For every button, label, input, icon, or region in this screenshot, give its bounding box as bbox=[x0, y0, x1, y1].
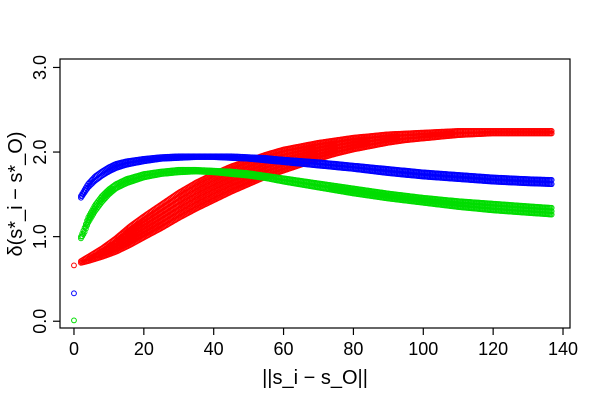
data-point bbox=[548, 177, 555, 183]
x-tick-label: 100 bbox=[408, 339, 438, 359]
x-tick-label: 0 bbox=[69, 339, 79, 359]
data-point bbox=[548, 204, 555, 211]
x-axis-label: ||s_i − s_O|| bbox=[262, 367, 368, 389]
y-tick-label: 1.0 bbox=[30, 224, 50, 249]
y-axis-label: δ(s*_i − s*_O) bbox=[5, 131, 27, 256]
series-1-points bbox=[71, 153, 555, 297]
x-tick-label: 80 bbox=[343, 339, 363, 359]
data-point bbox=[71, 290, 77, 297]
plot-frame bbox=[59, 58, 571, 329]
x-tick-label: 40 bbox=[204, 339, 224, 359]
series-2-points bbox=[71, 166, 555, 324]
data-point bbox=[548, 181, 555, 188]
data-point bbox=[548, 211, 555, 218]
y-tick-label: 0.0 bbox=[30, 309, 50, 334]
x-tick-label: 120 bbox=[478, 339, 508, 359]
y-tick-label: 2.0 bbox=[30, 140, 50, 165]
series-0-points bbox=[71, 128, 555, 269]
y-axis: 0.0 1.0 2.0 3.0 bbox=[30, 55, 60, 334]
data-point bbox=[71, 317, 77, 324]
data-point bbox=[71, 262, 77, 269]
x-tick-label: 140 bbox=[548, 339, 578, 359]
data-points bbox=[71, 128, 555, 324]
data-point bbox=[548, 130, 555, 137]
data-point bbox=[108, 186, 115, 193]
y-tick-label: 3.0 bbox=[30, 55, 50, 80]
data-point bbox=[81, 229, 88, 235]
data-point bbox=[548, 208, 555, 215]
x-axis: 0 20 40 60 80 100 120 140 bbox=[69, 328, 578, 359]
data-point bbox=[548, 128, 555, 134]
x-tick-label: 20 bbox=[134, 339, 154, 359]
x-tick-label: 60 bbox=[274, 339, 294, 359]
